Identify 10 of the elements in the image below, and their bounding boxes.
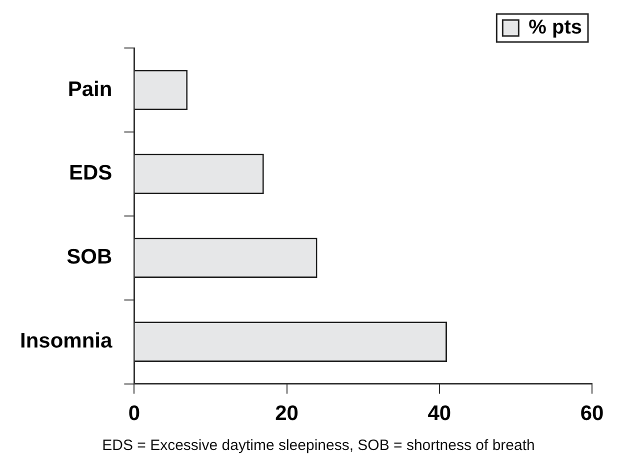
y-tick-label: EDS [68,162,112,185]
y-tick-label: SOB [66,246,112,269]
x-tick-label: 40 [428,402,452,426]
legend-label: % pts [528,16,582,39]
x-tick-label: 60 [580,402,604,426]
x-tick-label: 0 [128,402,140,426]
y-tick-label: Insomnia [20,330,112,353]
x-tick-label: 20 [275,402,298,426]
y-tick-label: Pain [68,78,112,101]
text: EDS = Excessive daytime sleepiness, SOB = shortness of breath [101,437,536,454]
